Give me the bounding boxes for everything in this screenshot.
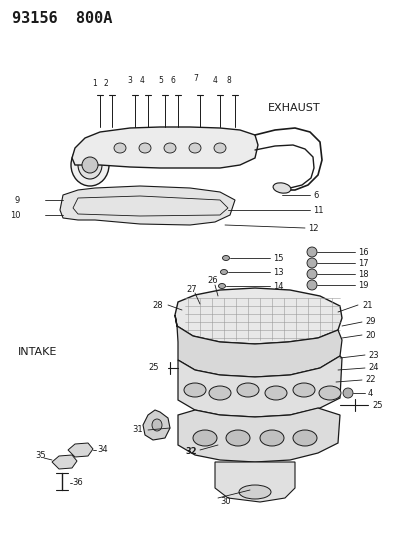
Ellipse shape [292,383,314,397]
Text: 25: 25 [371,400,382,409]
Text: 14: 14 [272,281,283,290]
Text: 11: 11 [312,206,323,214]
Ellipse shape [209,386,230,400]
Text: 4: 4 [212,76,217,85]
Circle shape [82,157,98,173]
Text: 7: 7 [192,74,197,83]
Text: 4: 4 [140,76,145,85]
Circle shape [306,280,316,290]
Text: 32: 32 [185,448,196,456]
Text: 22: 22 [364,376,375,384]
Text: 16: 16 [357,247,368,256]
Ellipse shape [222,255,229,261]
Text: 6: 6 [312,190,318,199]
Text: 4: 4 [367,389,373,398]
Polygon shape [68,443,93,457]
Polygon shape [178,408,339,462]
Text: EXHAUST: EXHAUST [267,103,320,113]
Text: 6: 6 [171,76,176,85]
Ellipse shape [189,143,201,153]
Ellipse shape [225,430,249,446]
Text: 28: 28 [152,301,162,310]
Text: 13: 13 [272,268,283,277]
Text: 34: 34 [97,446,107,455]
Ellipse shape [236,383,259,397]
Text: 19: 19 [357,280,368,289]
Ellipse shape [259,430,283,446]
Text: 35: 35 [35,450,45,459]
Ellipse shape [218,284,225,288]
Text: 20: 20 [364,330,375,340]
Text: 29: 29 [364,318,375,327]
Text: 15: 15 [272,254,283,262]
Text: 5: 5 [158,76,162,85]
Text: 30: 30 [219,497,230,506]
Ellipse shape [273,183,290,193]
Circle shape [306,247,316,257]
Text: 25: 25 [147,364,158,373]
Polygon shape [52,455,77,469]
Ellipse shape [192,430,216,446]
Polygon shape [175,315,341,377]
Text: 27: 27 [186,285,197,294]
Text: 18: 18 [357,270,368,279]
Polygon shape [142,410,170,440]
Circle shape [342,388,352,398]
Polygon shape [214,462,294,502]
Text: 1: 1 [92,78,97,87]
Ellipse shape [139,143,151,153]
Ellipse shape [164,143,176,153]
Ellipse shape [292,430,316,446]
Text: 17: 17 [357,259,368,268]
Polygon shape [72,127,257,168]
Polygon shape [60,186,235,225]
Text: 26: 26 [207,276,218,285]
Text: 3: 3 [127,76,132,85]
Circle shape [306,258,316,268]
Text: 9: 9 [15,196,20,205]
Ellipse shape [183,383,206,397]
Text: 24: 24 [367,364,377,373]
Ellipse shape [318,386,340,400]
Ellipse shape [78,151,102,179]
Text: 36: 36 [72,479,83,488]
Text: INTAKE: INTAKE [18,347,57,357]
Ellipse shape [220,270,227,274]
Text: 8: 8 [226,76,231,85]
Ellipse shape [71,144,109,186]
Polygon shape [178,356,341,417]
Text: 31: 31 [132,425,142,434]
Ellipse shape [114,143,126,153]
Ellipse shape [238,485,271,499]
Ellipse shape [214,143,225,153]
Text: 12: 12 [307,223,318,232]
Text: 10: 10 [10,211,21,220]
Text: 93156  800A: 93156 800A [12,11,112,26]
Ellipse shape [152,419,161,431]
Text: 2: 2 [104,78,109,87]
Text: 21: 21 [361,301,372,310]
Circle shape [306,269,316,279]
Polygon shape [175,288,341,344]
Text: 23: 23 [367,351,378,359]
Ellipse shape [264,386,286,400]
